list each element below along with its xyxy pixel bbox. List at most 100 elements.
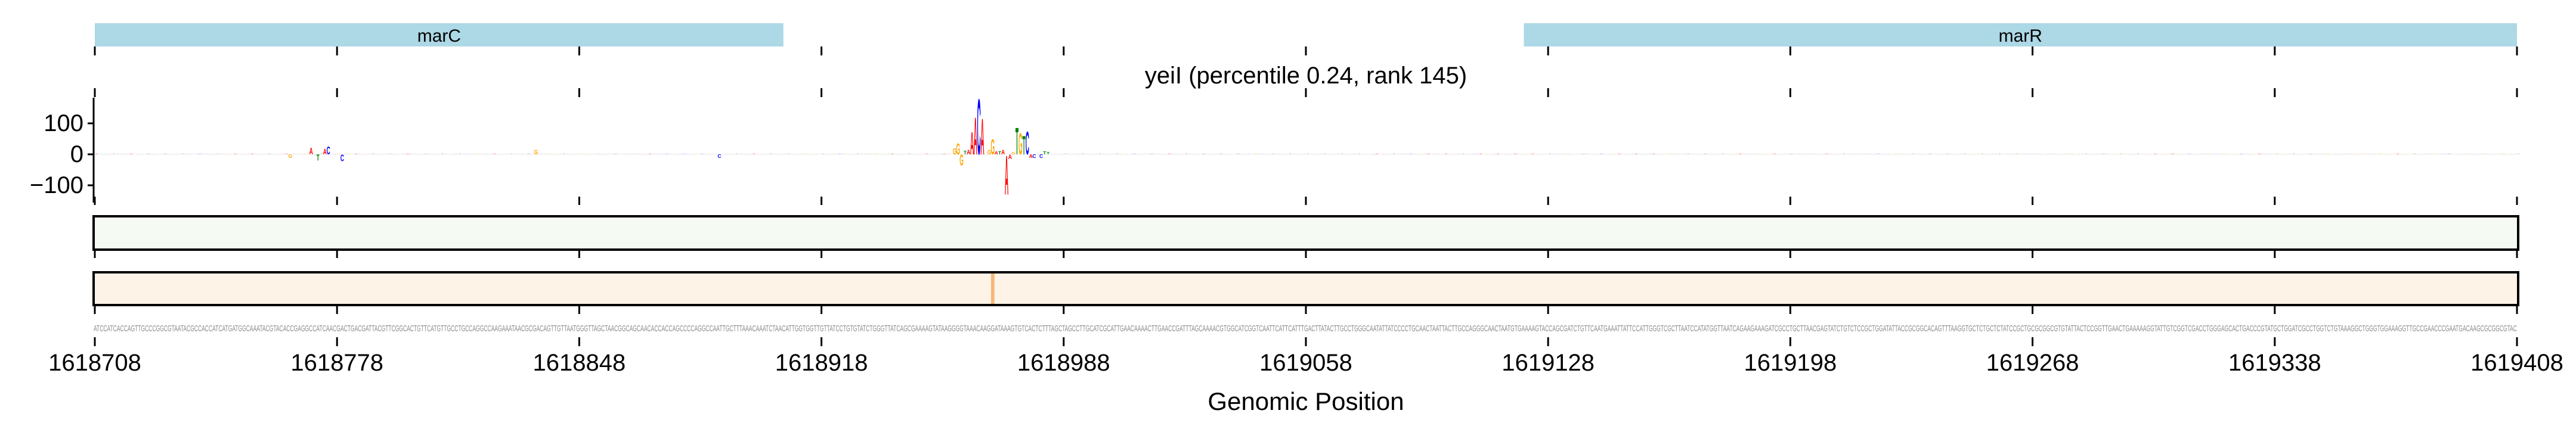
logo-letter: C	[2517, 154, 2521, 155]
logo-letter: G	[1755, 154, 1760, 155]
logo-letter: G	[1859, 154, 1863, 155]
y-tick-label: 100	[44, 110, 83, 136]
gene-annotation-track: marC marR	[95, 23, 2517, 46]
logo-letter: A	[1001, 149, 1005, 156]
logo-letter: G	[337, 154, 341, 155]
logo-letter: T	[317, 153, 320, 163]
logo-letter: G	[596, 154, 600, 155]
logo-letter: A	[1617, 154, 1621, 155]
logo-letter: T	[1912, 154, 1915, 155]
logo-letter: C	[1202, 154, 1206, 155]
logo-letter: T	[1043, 151, 1046, 156]
logo-letter: G	[804, 154, 808, 155]
logo-letter: A	[1375, 154, 1379, 155]
logo-letter: C	[147, 154, 151, 155]
x-tick-label: 1618778	[290, 350, 383, 376]
logo-letter: G	[1018, 127, 1023, 161]
logo-letter: A	[1496, 154, 1500, 155]
logo-letter: A	[285, 154, 289, 155]
logo-letter: T	[1462, 154, 1465, 155]
logo-letter: A	[974, 107, 977, 166]
logo-letter: C	[665, 154, 670, 155]
logo-letter: T	[1046, 151, 1050, 155]
logo-letter: T	[320, 154, 323, 155]
gene-bar-marC	[95, 23, 784, 46]
logo-letter: G	[302, 154, 306, 155]
logo-letter: G	[544, 154, 549, 155]
y-tick-label: −100	[30, 172, 83, 198]
logo-letter: T	[1998, 154, 2002, 155]
logo-letter: A	[1008, 154, 1012, 161]
logo-letter: G	[1011, 151, 1015, 155]
logo-letter: T	[856, 154, 860, 155]
logo-letter: T	[459, 154, 462, 155]
logo-letter: A	[1634, 154, 1639, 155]
logo-letter: A	[250, 154, 255, 155]
logo-letter: C	[2101, 154, 2106, 155]
logo-letter: G	[2343, 154, 2348, 155]
gene-label: marC	[417, 26, 461, 46]
logo-letter: C	[1790, 154, 1794, 155]
logo-letter: T	[112, 154, 116, 155]
logo-letter: C	[1237, 154, 1241, 155]
logo-letter: A	[1427, 154, 1431, 155]
logo-letter: G	[2049, 154, 2054, 155]
logo-letter: G	[2378, 154, 2382, 155]
logo-letter: A	[323, 148, 327, 156]
logo-letter: C	[164, 154, 168, 155]
logo-letter: C	[1150, 154, 1154, 155]
logo-letter: A	[1479, 154, 1483, 155]
logo-letter: T	[1098, 154, 1102, 155]
logo-letter: C	[1133, 154, 1137, 155]
logo-letter: C	[1600, 154, 1604, 155]
logo-letter: A	[2171, 154, 2175, 155]
logo-letter: C	[717, 153, 721, 159]
x-axis-ticks	[94, 46, 2518, 346]
logo-letter: T	[372, 154, 376, 155]
logo-letter: T	[2275, 154, 2278, 155]
logo-letter: A	[2396, 154, 2400, 155]
logo-letter: G	[1565, 154, 1569, 155]
logo-letter: T	[1306, 154, 1309, 155]
x-tick-label: 1619198	[1744, 350, 1837, 376]
logo-letter: G	[1254, 154, 1258, 155]
x-tick-label: 1618708	[48, 350, 141, 376]
logo-letter: A	[648, 154, 652, 155]
logo-letter: T	[1289, 154, 1292, 155]
logo-letter: G	[1894, 154, 1898, 155]
x-axis-label: Genomic Position	[1208, 387, 1404, 415]
logo-letter: C	[977, 83, 981, 172]
logo-letter: A	[890, 154, 894, 155]
logo-letter: T	[1722, 154, 1725, 155]
logo-letter: T	[2413, 154, 2417, 155]
heatmap-highlight-cell	[990, 273, 995, 304]
logo-letter: C	[1877, 154, 1881, 155]
logo-letter: T	[1081, 154, 1085, 155]
logo-letter: C	[527, 154, 531, 155]
logo-letter: C	[683, 154, 687, 155]
logo-letter: T	[2085, 154, 2088, 155]
logo-letter: A	[1825, 154, 1829, 155]
logo-letter: A	[970, 126, 974, 162]
logo-letter: A	[1005, 145, 1008, 207]
logo-letter: T	[1271, 154, 1275, 155]
logo-letter: A	[1531, 154, 1535, 155]
logo-letter: T	[1064, 154, 1067, 155]
logo-letter: A	[967, 149, 970, 156]
logo-letter: G	[631, 154, 635, 155]
logo-letter: G	[2326, 154, 2330, 155]
logo-letter: C	[2309, 154, 2314, 155]
logo-letter: C	[1946, 154, 1950, 155]
logo-letter: G	[289, 153, 293, 159]
logo-letter: C	[1032, 153, 1036, 159]
logo-letter: C	[2188, 154, 2193, 155]
logo-letter: A	[1444, 154, 1448, 155]
x-tick-label: 1619408	[2470, 350, 2563, 376]
logo-letter: C	[2240, 154, 2244, 155]
gene-label: marR	[1999, 26, 2042, 46]
logo-letter: C	[268, 154, 272, 155]
logo-letter: T	[770, 154, 773, 155]
x-tick-label: 1618918	[775, 350, 868, 376]
logo-letter: C	[1704, 154, 1708, 155]
logo-letter: A	[354, 154, 358, 155]
